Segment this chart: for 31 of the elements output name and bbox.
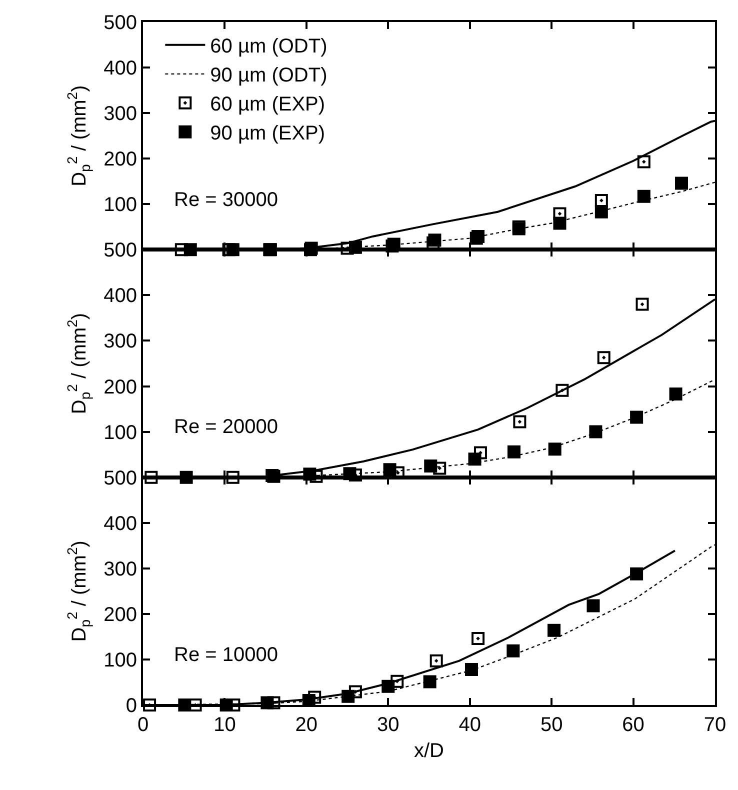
y-tick-label: 500	[104, 467, 137, 490]
y-tick-label: 100	[104, 649, 137, 672]
y-tick-label: 200	[104, 148, 137, 171]
x-tick-label: 10	[214, 714, 236, 736]
x-tick-label: 60	[622, 714, 644, 736]
x-axis-title: x/D	[414, 740, 444, 762]
y-tick-label: 100	[104, 422, 137, 444]
x-tick-label: 30	[377, 714, 400, 736]
y-tick-label: 300	[104, 103, 137, 126]
y-tick-label: 400	[104, 512, 137, 535]
annotation: Re = 10000	[174, 644, 278, 666]
y-tick-label: 400	[104, 58, 137, 80]
legend-label: 60 µm (EXP)	[210, 94, 326, 116]
y-tick-label: 400	[104, 285, 137, 308]
legend-label: 60 µm (ODT)	[210, 36, 328, 58]
x-tick-label: 20	[295, 714, 318, 736]
x-tick-label: 70	[704, 714, 726, 736]
legend-label: 90 µm (ODT)	[210, 64, 328, 87]
legend-label: 90 µm (EXP)	[210, 122, 326, 145]
annotation: Re = 30000	[174, 189, 278, 211]
y-tick-label: 100	[104, 194, 137, 216]
y-tick-label: 500	[104, 240, 137, 262]
y-tick-label: 300	[104, 330, 137, 353]
y-tick-label: 200	[104, 604, 137, 626]
x-tick-label: 40	[458, 714, 481, 736]
y-tick-label: 300	[104, 558, 137, 580]
y-tick-label: 0	[126, 695, 137, 718]
x-tick-label: 50	[540, 714, 563, 736]
y-tick-label: 500	[104, 12, 137, 34]
annotation: Re = 20000	[174, 416, 278, 438]
y-tick-label: 200	[104, 376, 137, 398]
